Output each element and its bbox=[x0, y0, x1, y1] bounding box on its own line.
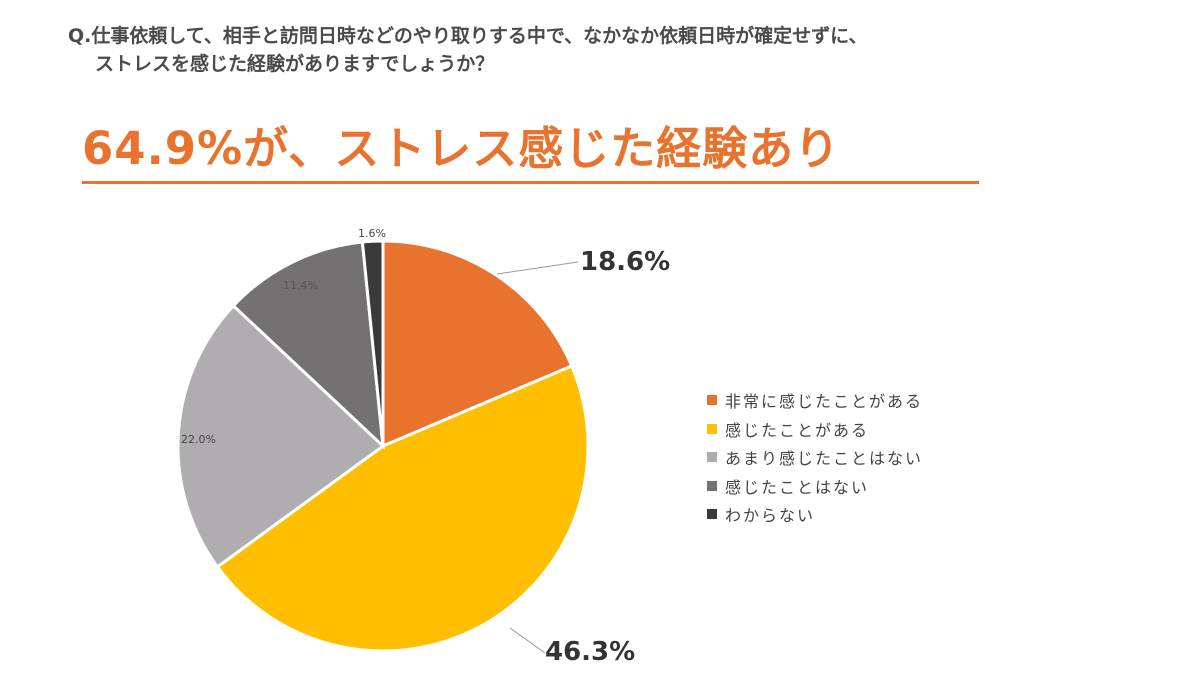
legend-label: 非常に感じたことがある bbox=[725, 392, 924, 412]
legend-label: わからない bbox=[725, 506, 816, 526]
question-line-2: ストレスを感じた経験がありますでしょうか？ bbox=[95, 53, 495, 75]
legend-item: 感じたことがある bbox=[707, 415, 923, 444]
legend-swatch bbox=[707, 480, 717, 491]
data-label: 11.4% bbox=[283, 279, 318, 292]
legend-label: あまり感じたことはない bbox=[725, 449, 924, 469]
legend-item: 感じたことはない bbox=[707, 472, 923, 501]
question-text: Q.仕事依頼して、相手と訪問日時などのやり取りする中で、なかなか依頼日時が確定せ… bbox=[68, 22, 868, 78]
legend-swatch bbox=[707, 395, 717, 406]
pie-slice bbox=[176, 303, 386, 569]
legend-swatch bbox=[707, 423, 717, 434]
pie-slice bbox=[381, 239, 574, 449]
legend-item: 非常に感じたことがある bbox=[707, 386, 923, 415]
legend: 非常に感じたことがある 感じたことがある あまり感じたことはない 感じたことはな… bbox=[707, 386, 923, 529]
data-label: 1.6% bbox=[358, 227, 386, 240]
legend-swatch bbox=[707, 509, 717, 520]
legend-swatch bbox=[707, 452, 717, 463]
legend-item: わからない bbox=[707, 500, 923, 529]
pie-slice bbox=[215, 364, 590, 653]
headline: 64.9%が、ストレス感じた経験あり bbox=[82, 112, 979, 184]
pie-slice bbox=[360, 239, 385, 447]
question-line-1: Q.仕事依頼して、相手と訪問日時などのやり取りする中で、なかなか依頼日時が確定せ… bbox=[68, 25, 868, 47]
legend-item: あまり感じたことはない bbox=[707, 443, 923, 472]
data-label: 22.0% bbox=[181, 433, 216, 446]
legend-label: 感じたことはない bbox=[725, 477, 870, 497]
data-label: 46.3% bbox=[545, 637, 635, 667]
leader-line bbox=[496, 261, 579, 275]
data-label: 18.6% bbox=[580, 247, 670, 277]
pie-slice bbox=[231, 240, 385, 450]
legend-label: 感じたことがある bbox=[725, 420, 870, 440]
leader-line bbox=[509, 627, 546, 654]
